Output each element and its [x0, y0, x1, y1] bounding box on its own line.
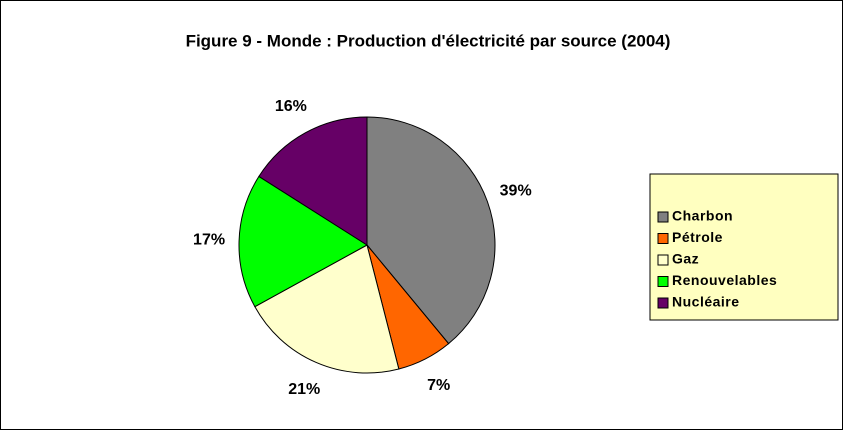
legend-label: Gaz: [672, 251, 699, 267]
legend-label: Charbon: [672, 208, 733, 224]
legend-swatch: [657, 233, 669, 244]
data-label: 39%: [500, 183, 532, 200]
pie-slice: [258, 116, 368, 246]
pie-slice: [254, 244, 400, 374]
legend-swatch: [657, 211, 669, 223]
data-label: 21%: [288, 381, 320, 398]
data-label: 17%: [193, 231, 225, 248]
pie-slice: [366, 116, 496, 345]
chart-title: Figure 9 - Monde : Production d'électric…: [186, 31, 671, 50]
legend-label: Nucléaire: [672, 294, 740, 310]
legend-swatch: [657, 254, 669, 266]
data-label: 16%: [275, 98, 307, 115]
legend-label: Renouvelables: [672, 272, 777, 288]
legend-swatch: [657, 276, 669, 287]
pie-slice: [238, 175, 368, 308]
legend-box: [649, 173, 839, 321]
data-label: 7%: [427, 377, 450, 394]
legend-label: Pétrole: [672, 229, 723, 245]
legend-swatch: [657, 297, 669, 309]
